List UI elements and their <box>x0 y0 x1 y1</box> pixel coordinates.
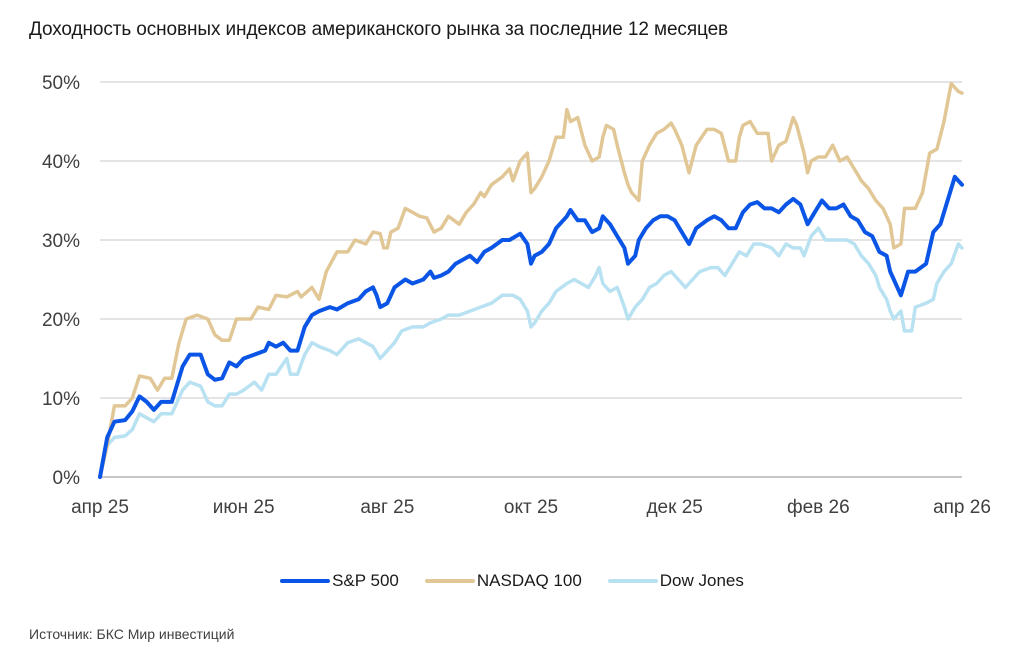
chart-title: Доходность основных индексов американско… <box>29 19 729 40</box>
y-tick-label: 10% <box>42 389 80 410</box>
legend-label: S&P 500 <box>332 571 399 590</box>
line-chart: 0% 10% 20% 30% 40% 50% апр 25 июн 25 авг 25 окт … <box>42 73 991 518</box>
x-tick-label: авг 25 <box>360 497 414 518</box>
y-tick-label: 30% <box>42 231 80 252</box>
x-axis-ticks: апр 25 июн 25 авг 25 окт 25 дек 25 фев 26 апр … <box>71 497 991 518</box>
legend-item: NASDAQ 100 <box>424 571 582 591</box>
series-line-dow-jones <box>98 226 964 479</box>
y-tick-label: 50% <box>42 73 80 94</box>
gridlines <box>100 81 962 478</box>
y-tick-label: 20% <box>42 310 80 331</box>
legend-label: Dow Jones <box>659 571 744 590</box>
series-line-s-p-500 <box>98 174 964 479</box>
legend-item: S&P 500 <box>280 571 399 591</box>
series-lines <box>98 81 964 479</box>
legend: S&P 500 NASDAQ 100 Dow Jones <box>0 571 1024 591</box>
source-note: Источник: БКС Мир инвестиций <box>29 626 235 642</box>
legend-label: NASDAQ 100 <box>476 571 582 590</box>
y-axis-ticks: 0% 10% 20% 30% 40% 50% <box>42 73 80 489</box>
series-line-nasdaq-100 <box>98 81 964 479</box>
y-tick-label: 40% <box>42 152 80 173</box>
x-tick-label: апр 25 <box>71 497 129 518</box>
x-tick-label: окт 25 <box>504 497 558 518</box>
legend-item: Dow Jones <box>607 571 744 591</box>
x-tick-label: дек 25 <box>646 497 702 518</box>
y-tick-label: 0% <box>53 468 81 489</box>
x-tick-label: фев 26 <box>787 497 850 518</box>
x-tick-label: июн 25 <box>213 497 275 518</box>
x-tick-label: апр 26 <box>933 497 991 518</box>
legend-swatch <box>280 579 331 583</box>
legend-swatch <box>424 579 475 583</box>
legend-swatch <box>607 579 658 583</box>
